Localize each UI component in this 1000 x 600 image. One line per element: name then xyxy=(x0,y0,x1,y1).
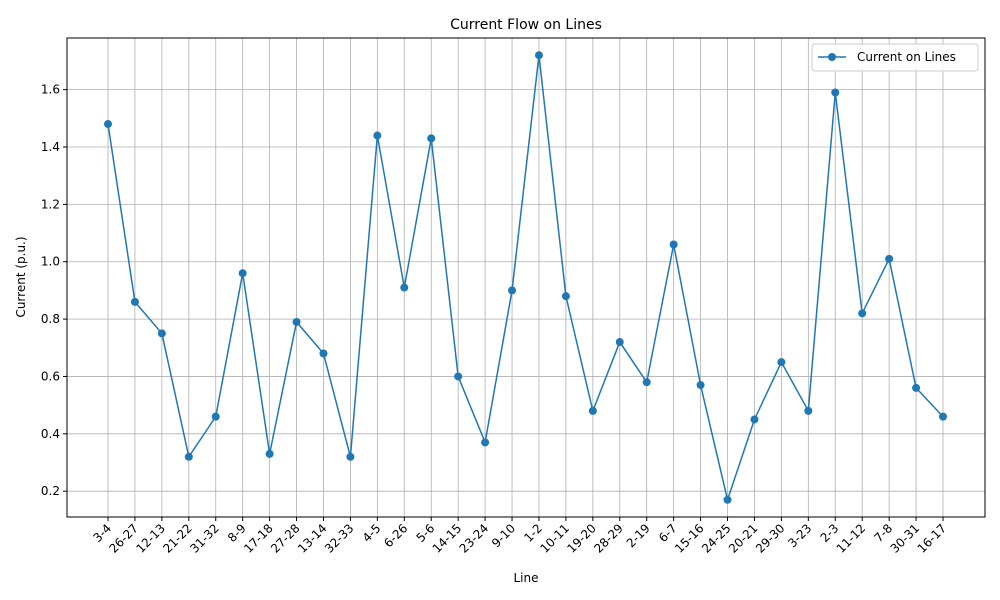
data-point-3-4 xyxy=(104,120,112,129)
plot-frame xyxy=(66,37,986,518)
data-point-5-6 xyxy=(427,134,436,143)
chart-title: Current Flow on Lines xyxy=(450,17,602,33)
x-tick-label: 17-18 xyxy=(241,521,276,556)
y-tick-label: 0.2 xyxy=(41,484,60,498)
x-tick-label: 27-28 xyxy=(268,521,303,556)
x-tick-label: 30-31 xyxy=(888,521,923,556)
y-axis-ticks: 0.2 0.4 0.6 0.8 1.0 1.2 1.4 1.6 xyxy=(41,83,67,498)
x-tick-label: 9-10 xyxy=(489,521,518,550)
data-point-8-9 xyxy=(238,269,247,278)
data-point-20-21 xyxy=(750,415,759,424)
x-tick-label: 26-27 xyxy=(106,521,141,556)
data-point-2-3 xyxy=(831,88,840,97)
series-current-on-lines xyxy=(104,51,947,504)
x-tick-label: 31-32 xyxy=(187,521,222,556)
x-tick-label: 16-17 xyxy=(915,521,950,556)
y-tick-label: 1.6 xyxy=(41,83,60,97)
x-axis-label: Line xyxy=(513,571,538,585)
y-tick-label: 0.8 xyxy=(41,312,60,326)
data-point-15-16 xyxy=(696,381,705,390)
data-point-12-13 xyxy=(157,329,166,338)
x-tick-label: 29-30 xyxy=(753,521,788,556)
data-point-2-19 xyxy=(642,378,651,387)
y-tick-label: 0.6 xyxy=(41,369,60,383)
y-axis-label: Current (p.u.) xyxy=(14,236,28,317)
legend-marker xyxy=(828,53,836,61)
grid-lines xyxy=(67,38,985,517)
x-tick-label: 2-19 xyxy=(624,521,653,550)
x-tick-label: 24-25 xyxy=(699,521,734,556)
data-point-9-10 xyxy=(508,286,517,295)
data-point-32-33 xyxy=(346,452,355,461)
y-tick-label: 1.4 xyxy=(41,140,60,154)
data-point-14-15 xyxy=(454,372,463,381)
y-tick-label: 1.0 xyxy=(41,255,60,269)
y-tick-label: 1.2 xyxy=(41,197,60,211)
legend-box xyxy=(811,43,979,72)
data-point-6-26 xyxy=(400,283,409,292)
data-point-30-31 xyxy=(912,383,921,392)
x-tick-label: 10-11 xyxy=(537,521,572,556)
x-tick-label: 14-15 xyxy=(430,521,465,556)
legend: Current on Lines xyxy=(811,43,979,72)
data-point-26-27 xyxy=(130,297,139,306)
data-point-23-24 xyxy=(481,438,490,447)
x-tick-label: 21-22 xyxy=(160,521,195,556)
data-point-21-22 xyxy=(184,452,193,461)
data-point-24-25 xyxy=(723,495,732,504)
y-tick-label: 0.4 xyxy=(41,427,60,441)
data-point-6-7 xyxy=(669,240,678,249)
data-point-13-14 xyxy=(319,349,328,358)
x-tick-label: 19-20 xyxy=(564,521,599,556)
x-tick-label: 3-23 xyxy=(785,521,814,550)
data-point-7-8 xyxy=(885,254,894,263)
x-tick-label: 28-29 xyxy=(591,521,626,556)
legend-label: Current on Lines xyxy=(857,50,956,64)
data-point-11-12 xyxy=(858,309,867,318)
data-point-31-32 xyxy=(211,412,220,421)
x-tick-label: 23-24 xyxy=(457,521,492,556)
data-point-3-23 xyxy=(804,406,813,415)
x-tick-label: 20-21 xyxy=(726,521,761,556)
x-tick-label: 12-13 xyxy=(133,521,168,556)
x-tick-label: 11-12 xyxy=(834,521,869,556)
data-point-4-5 xyxy=(373,131,382,140)
data-point-16-17 xyxy=(939,412,947,421)
series-line xyxy=(107,55,944,503)
data-point-28-29 xyxy=(615,338,624,347)
x-tick-label: 13-14 xyxy=(295,521,330,556)
data-point-10-11 xyxy=(561,292,570,301)
x-tick-label: 32-33 xyxy=(322,521,357,556)
data-point-27-28 xyxy=(292,317,301,326)
x-tick-label: 4-5 xyxy=(360,521,384,545)
data-point-19-20 xyxy=(588,406,597,415)
x-tick-label: 15-16 xyxy=(672,521,707,556)
x-tick-label: 6-26 xyxy=(381,521,410,550)
data-point-17-18 xyxy=(265,449,274,458)
data-point-29-30 xyxy=(777,358,786,367)
data-point-1-2 xyxy=(534,51,543,60)
